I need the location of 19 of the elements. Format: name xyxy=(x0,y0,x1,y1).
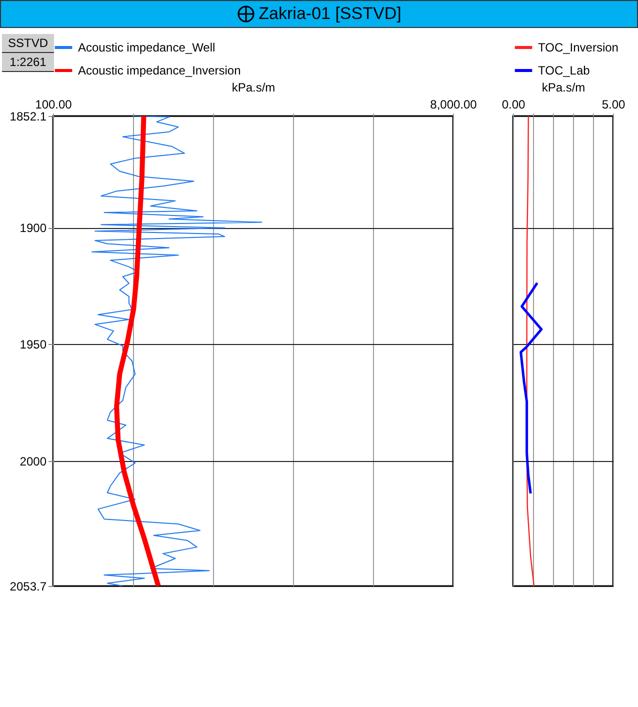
x-tick-label: 100.00 xyxy=(35,98,72,112)
chart-title: Zakria-01 [SSTVD] xyxy=(258,4,402,24)
legend-label: Acoustic impedance_Well xyxy=(78,40,216,54)
y-tick-label: 2053.7 xyxy=(10,580,47,594)
x-tick-label: 5.00 xyxy=(602,98,626,112)
y-tick-label: 1852.1 xyxy=(10,110,47,124)
x-tick-label: 8,000.00 xyxy=(430,98,478,112)
legend-label: Acoustic impedance_Inversion xyxy=(78,64,241,78)
x-axis-title: kPa.s/m xyxy=(232,80,276,94)
x-axis-title: kPa.s/m xyxy=(542,80,586,94)
legend-label: TOC_Lab xyxy=(538,64,590,78)
y-axis-title: SSTVD xyxy=(2,34,54,53)
y-tick-label: 1900 xyxy=(20,221,47,236)
y-tick-label: 1950 xyxy=(20,338,47,352)
text: 1:2261 xyxy=(2,53,54,72)
line-series xyxy=(91,116,262,586)
legend-label: TOC_Inversion xyxy=(538,40,618,54)
y-tick-label: 2000 xyxy=(20,454,47,468)
x-tick-label: 0.00 xyxy=(502,98,526,112)
